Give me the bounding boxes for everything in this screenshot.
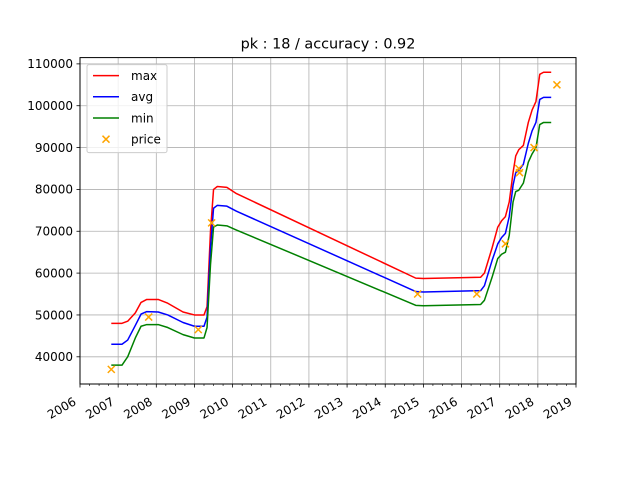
series-point-price	[144, 313, 153, 322]
x-tick-label: 2014	[350, 394, 383, 421]
y-tick-label: 70000	[35, 225, 73, 239]
y-tick-label: 40000	[35, 350, 73, 364]
x-tick-label: 2017	[465, 394, 498, 421]
legend: max avg min price	[86, 64, 168, 154]
legend-swatch-price	[101, 135, 111, 144]
series-line-max	[111, 71, 552, 325]
legend-label-max: max	[131, 69, 157, 83]
x-tick-label: 2006	[45, 394, 78, 421]
y-tick-label: 60000	[35, 266, 73, 280]
series-point-price	[472, 290, 481, 299]
x-tick-label: 2009	[160, 394, 193, 421]
series-point-price	[501, 239, 510, 248]
legend-box	[86, 64, 168, 154]
series-point-price	[194, 325, 203, 334]
series-point-price	[552, 80, 561, 89]
series-point-price	[207, 218, 216, 227]
x-tick-label: 2007	[83, 394, 116, 421]
x-tick-label: 2016	[427, 394, 460, 421]
legend-label-price: price	[131, 133, 161, 147]
series-line-avg	[111, 96, 552, 345]
x-tick-label: 2019	[541, 394, 574, 421]
x-tick-label: 2013	[312, 394, 345, 421]
legend-label-min: min	[131, 111, 154, 125]
x-tick-label: 2018	[503, 394, 536, 421]
y-tick-label: 80000	[35, 183, 73, 197]
y-tick-label: 50000	[35, 308, 73, 322]
chart-title: pk : 18 / accuracy : 0.92	[241, 37, 416, 53]
series-point-price	[530, 143, 539, 152]
x-tick-label: 2012	[274, 394, 307, 421]
series-point-price	[413, 290, 422, 299]
x-tick-label: 2011	[236, 394, 269, 421]
y-tick-label: 110000	[27, 57, 73, 71]
x-tick-label: 2010	[198, 394, 231, 421]
x-tick-label: 2008	[121, 394, 154, 421]
legend-label-avg: avg	[131, 90, 153, 104]
series-layer	[107, 71, 561, 374]
x-tick-label: 2015	[388, 394, 421, 421]
y-tick-label: 100000	[27, 99, 73, 113]
y-tick-label: 90000	[35, 141, 73, 155]
series-point-price	[515, 168, 524, 177]
series-point-price	[107, 365, 116, 374]
series-line-min	[111, 121, 552, 366]
